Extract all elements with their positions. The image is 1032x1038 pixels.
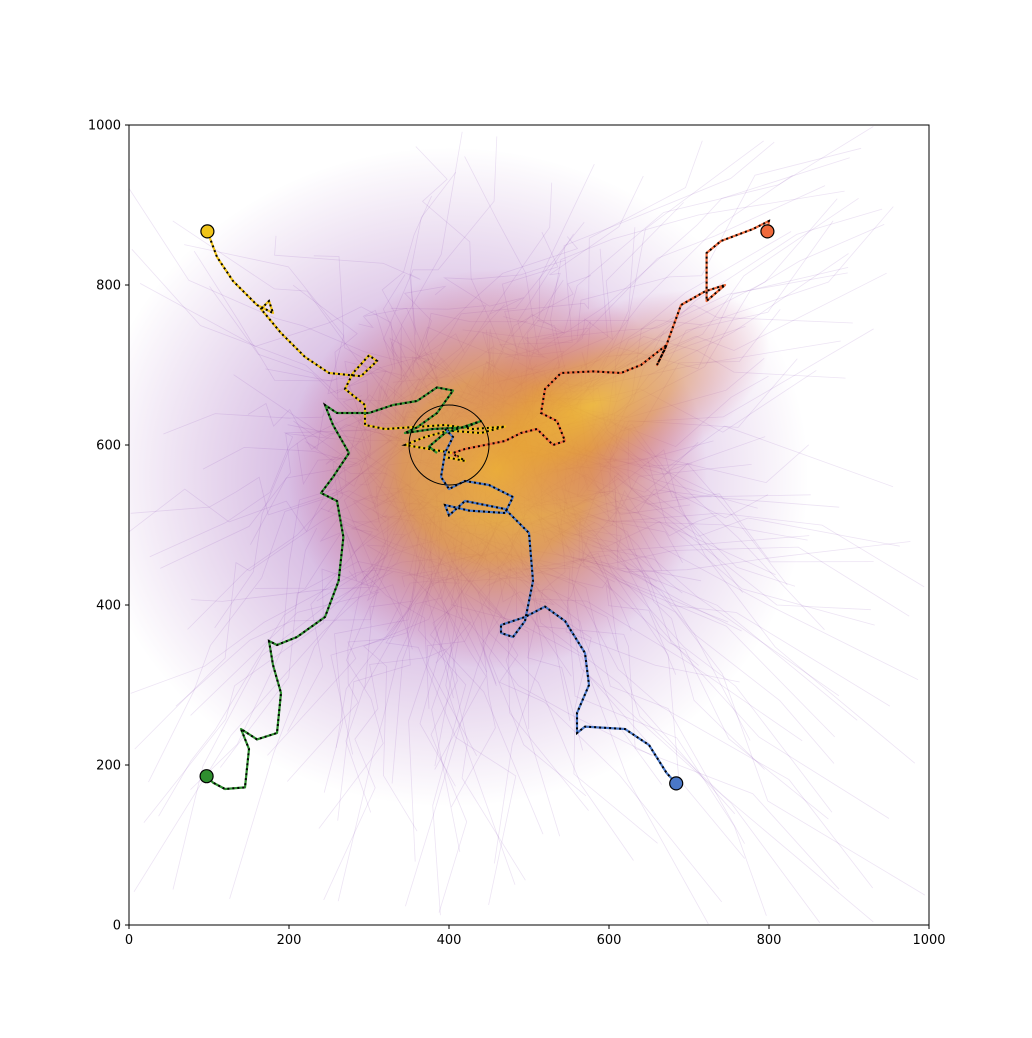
trajectory-layer	[205, 219, 771, 791]
trajectory-dots-4	[439, 428, 677, 785]
y-tick-label: 600	[96, 439, 121, 454]
y-axis: 0 200 400 600 800 1000	[88, 119, 129, 934]
target-layer	[408, 404, 490, 486]
y-tick-label: 200	[96, 759, 121, 774]
plot-frame	[128, 124, 930, 926]
x-tick-label: 800	[757, 933, 782, 948]
density-lobe	[416, 290, 770, 520]
target-circle	[408, 404, 490, 486]
marker-layer	[199, 224, 775, 791]
start-marker-4	[669, 776, 684, 791]
x-axis: 0 200 400 600 800 1000	[125, 925, 946, 948]
x-tick-label: 0	[125, 933, 133, 948]
trajectory-dots-3	[205, 386, 482, 791]
x-tick-label: 600	[597, 933, 622, 948]
x-tick-label: 1000	[912, 933, 945, 948]
y-tick-label: 400	[96, 599, 121, 614]
trajectory-dots-2	[451, 219, 771, 458]
density-background	[129, 125, 929, 925]
y-tick-label: 1000	[88, 119, 121, 134]
start-marker-1	[200, 224, 215, 239]
x-tick-label: 400	[437, 933, 462, 948]
y-tick-label: 800	[96, 279, 121, 294]
trajectory-line-1	[206, 231, 507, 463]
y-tick-label: 0	[113, 919, 121, 934]
start-marker-2	[760, 224, 775, 239]
x-tick-label: 200	[277, 933, 302, 948]
start-marker-3	[199, 769, 214, 784]
